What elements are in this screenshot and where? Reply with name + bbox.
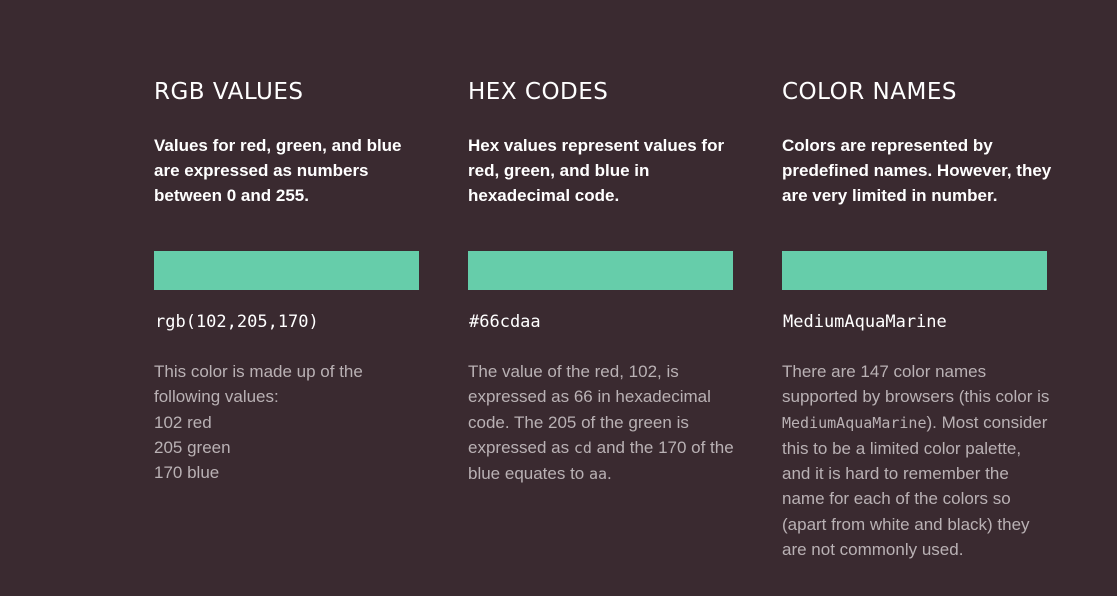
color-name-value: MediumAquaMarine xyxy=(783,312,947,332)
rgb-color-swatch xyxy=(154,251,419,290)
rgb-values-intro: Values for red, green, and blue are expr… xyxy=(154,136,402,205)
hex-description-text-3: . xyxy=(607,464,612,484)
rgb-values-column: RGB VALUES Values for red, green, and bl… xyxy=(154,78,419,482)
rgb-values-description: This color is made up of the following v… xyxy=(154,359,424,485)
color-names-description: There are 147 color names supported by b… xyxy=(782,359,1052,562)
color-names-heading: COLOR NAMES xyxy=(782,79,957,105)
rgb-blue-value: 170 blue xyxy=(154,463,220,483)
hex-codes-intro: Hex values represent values for red, gre… xyxy=(468,136,725,205)
rgb-red-value: 102 red xyxy=(154,412,212,432)
hex-code-aa: aa xyxy=(588,465,608,484)
names-code-medium-aqua-marine: MediumAquaMarine xyxy=(782,413,927,432)
color-names-intro: Colors are represented by predefined nam… xyxy=(782,136,1052,205)
color-names-column: COLOR NAMES Colors are represented by pr… xyxy=(782,78,1052,559)
hex-description-text-1: The value of the red, 102, is expressed … xyxy=(468,362,711,457)
rgb-green-value: 205 green xyxy=(154,437,231,457)
names-description-text-1: There are 147 color names supported by b… xyxy=(782,362,1050,407)
rgb-values-heading: RGB VALUES xyxy=(154,79,304,105)
hex-codes-column: HEX CODES Hex values represent values fo… xyxy=(468,78,734,483)
names-description-text-2: ). Most consider this to be a limited co… xyxy=(782,412,1048,560)
color-name-swatch xyxy=(782,251,1047,290)
rgb-value-code: rgb(102,205,170) xyxy=(155,312,319,332)
hex-value-code: #66cdaa xyxy=(469,312,541,332)
hex-color-swatch xyxy=(468,251,733,290)
hex-description-text-2: and the 170 of the blue equates to xyxy=(468,437,734,484)
hex-codes-heading: HEX CODES xyxy=(468,79,609,105)
rgb-description-intro: This color is made up of the following v… xyxy=(154,362,363,407)
hex-codes-description: The value of the red, 102, is expressed … xyxy=(468,359,738,487)
hex-code-cd: cd xyxy=(573,438,592,457)
